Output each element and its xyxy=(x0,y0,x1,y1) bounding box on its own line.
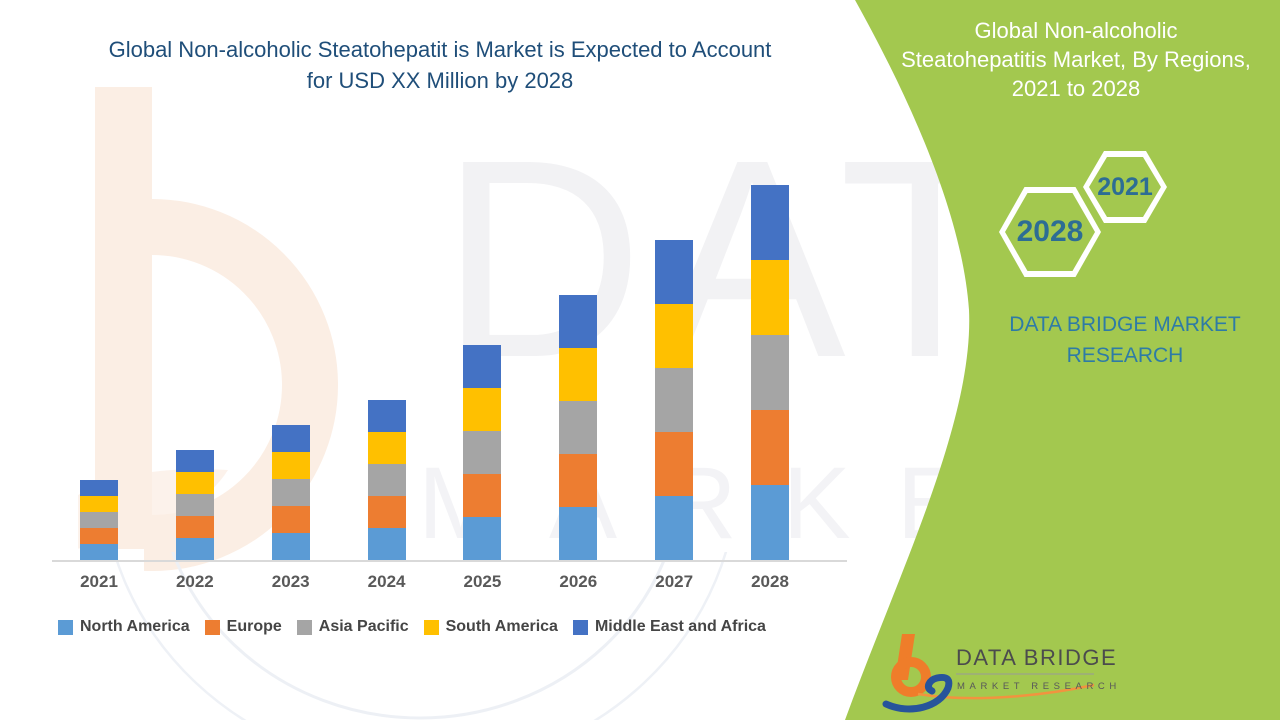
bar-2023-segment-north-america xyxy=(271,533,310,560)
legend-item-south-america: South America xyxy=(423,618,558,636)
bar-2025-segment-north-america xyxy=(463,517,502,560)
bar-2028-segment-asia-pacific xyxy=(751,335,790,410)
bar-2023-segment-europe xyxy=(271,506,310,533)
bar-2022-segment-south-america xyxy=(175,472,214,494)
bar-2028-segment-north-america xyxy=(751,485,790,560)
legend-item-north-america: North America xyxy=(58,618,190,636)
bar-2023-segment-asia-pacific xyxy=(271,479,310,506)
bar-2022 xyxy=(175,450,214,560)
bar-2025-segment-europe xyxy=(463,474,502,517)
legend-swatch-asia-pacific xyxy=(296,619,312,635)
x-axis-label-2026: 2026 xyxy=(559,572,598,591)
bar-2024-segment-asia-pacific xyxy=(367,464,406,496)
legend-item-middle-east-and-africa: Middle East and Africa xyxy=(572,618,766,636)
legend-swatch-north-america xyxy=(58,619,73,635)
bar-2023-segment-south-america xyxy=(271,452,310,479)
bar-2025-segment-south-america xyxy=(463,388,502,431)
green-panel-shape xyxy=(845,0,1280,720)
bar-2025-segment-middle-east-and-africa xyxy=(463,345,502,388)
bar-2025 xyxy=(463,345,502,560)
legend-swatch-middle-east-and-africa xyxy=(572,619,588,635)
bar-2021-segment-asia-pacific xyxy=(80,512,118,528)
legend-label-south-america: South America xyxy=(445,618,558,635)
legend-item-europe: Europe xyxy=(204,618,282,636)
bar-2021-segment-europe xyxy=(80,528,118,544)
bar-2028 xyxy=(751,185,790,560)
bar-2026 xyxy=(559,295,598,560)
bar-2027-segment-south-america xyxy=(655,304,694,368)
bar-2027 xyxy=(655,240,694,560)
bar-2028-segment-middle-east-and-africa xyxy=(751,185,790,260)
bar-2028-segment-europe xyxy=(751,410,790,485)
x-axis-line xyxy=(52,560,847,562)
bar-2028-segment-south-america xyxy=(751,260,790,335)
legend-swatch-europe xyxy=(204,619,220,635)
chart-title: Global Non-alcoholic Steatohepatit is Ma… xyxy=(45,34,835,96)
x-axis-label-2022: 2022 xyxy=(175,572,214,591)
bar-2024-segment-north-america xyxy=(367,528,406,560)
legend-label-north-america: North America xyxy=(80,618,190,635)
bar-2022-segment-asia-pacific xyxy=(175,494,214,516)
bar-2026-segment-middle-east-and-africa xyxy=(559,295,598,348)
bar-2027-segment-north-america xyxy=(655,496,694,560)
bar-2022-segment-north-america xyxy=(175,538,214,560)
bar-2021 xyxy=(80,480,118,560)
green-panel-background xyxy=(845,0,1280,720)
bar-2023 xyxy=(271,425,310,560)
x-axis-label-2023: 2023 xyxy=(271,572,310,591)
bar-2026-segment-asia-pacific xyxy=(559,401,598,454)
bar-2025-segment-asia-pacific xyxy=(463,431,502,474)
chart-title-line2: for USD XX Million by 2028 xyxy=(306,68,574,93)
legend-item-asia-pacific: Asia Pacific xyxy=(296,618,409,636)
bar-2026-segment-south-america xyxy=(559,348,598,401)
bar-2027-segment-europe xyxy=(655,432,694,496)
bar-2024-segment-middle-east-and-africa xyxy=(367,400,406,432)
bar-2022-segment-middle-east-and-africa xyxy=(175,450,214,472)
bar-2026-segment-north-america xyxy=(559,507,598,560)
x-axis-label-2024: 2024 xyxy=(367,572,406,591)
legend-label-europe: Europe xyxy=(226,618,282,635)
bar-2026-segment-europe xyxy=(559,454,598,507)
bar-2023-segment-middle-east-and-africa xyxy=(271,425,310,452)
bar-2024-segment-south-america xyxy=(367,432,406,464)
bar-2022-segment-europe xyxy=(175,516,214,538)
legend-swatch-south-america xyxy=(423,619,439,635)
bar-2021-segment-north-america xyxy=(80,544,118,560)
x-axis-label-2027: 2027 xyxy=(655,572,694,591)
x-axis-label-2025: 2025 xyxy=(463,572,502,591)
legend-label-middle-east-and-africa: Middle East and Africa xyxy=(594,618,766,635)
bar-2024-segment-europe xyxy=(367,496,406,528)
bar-2027-segment-middle-east-and-africa xyxy=(655,240,694,304)
bar-2021-segment-south-america xyxy=(80,496,118,512)
bar-2024 xyxy=(367,400,406,560)
bar-2021-segment-middle-east-and-africa xyxy=(80,480,118,496)
chart-legend: North America Europe Asia Pacific South Ame… xyxy=(58,618,766,636)
x-axis-label-2021: 2021 xyxy=(80,572,118,591)
chart-title-line1: Global Non-alcoholic Steatohepatit is Ma… xyxy=(108,37,772,62)
legend-label-asia-pacific: Asia Pacific xyxy=(318,618,409,635)
x-axis-label-2028: 2028 xyxy=(751,572,789,591)
bar-2027-segment-asia-pacific xyxy=(655,368,694,432)
